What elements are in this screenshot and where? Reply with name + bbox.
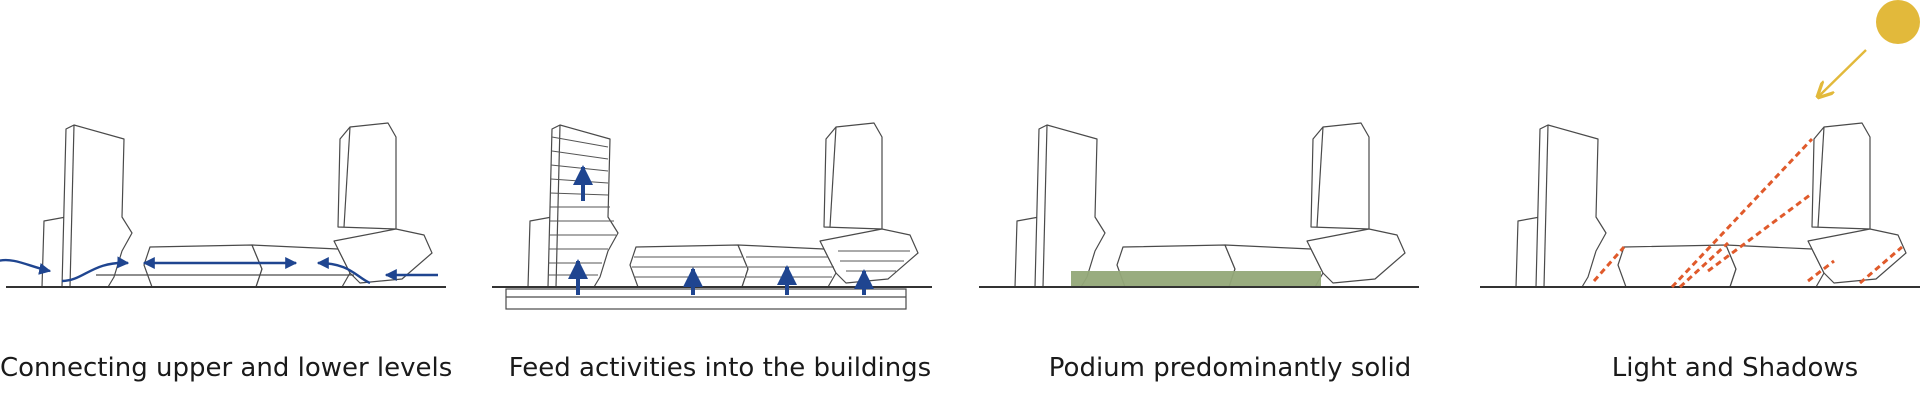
shadow-lines [1592,137,1903,289]
arrow-icon [316,257,371,285]
caption-connecting-levels: Connecting upper and lower levels [0,353,453,383]
panel-light-shadows [1480,0,1920,289]
circulation-arrows [0,256,438,285]
solid-podium-block [1071,271,1321,287]
panel-solid-podium [979,122,1419,288]
arrow-icon [0,258,52,275]
caption-feed-activities: Feed activities into the buildings [508,353,932,383]
feed-arrows [568,165,874,295]
caption-solid-podium: Podium predominantly solid [1048,353,1412,383]
panel-connecting-levels [0,122,446,288]
arrow-icon [61,256,130,283]
sun-icon [1876,0,1920,44]
basement-level [505,288,907,310]
sun-ray-arrow [1818,49,1867,97]
panel-feed-activities [492,122,932,310]
caption-light-shadows: Light and Shadows [1611,353,1859,383]
